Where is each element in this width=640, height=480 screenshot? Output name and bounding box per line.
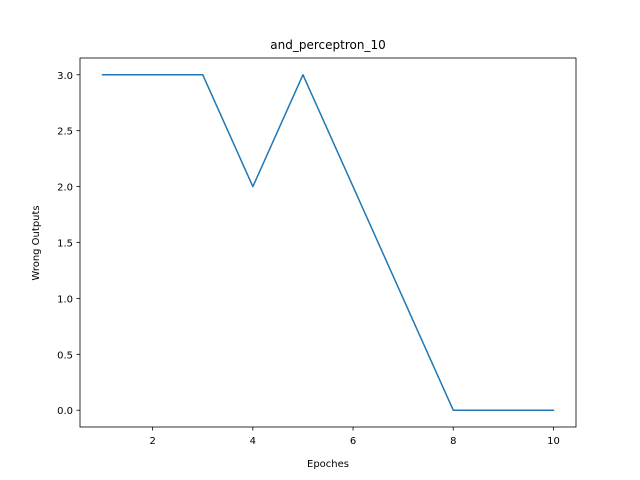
y-tick-label: 1.0 [57, 294, 73, 305]
y-axis-label: Wrong Outputs [31, 205, 42, 280]
y-tick-label: 2.0 [57, 183, 73, 194]
x-tick-label: 6 [350, 436, 356, 447]
series-line-0 [101, 74, 555, 411]
x-axis-label: Epoches [307, 459, 349, 470]
x-tick-label: 10 [547, 436, 560, 447]
chart-title: and_perceptron_10 [270, 38, 385, 52]
y-tick-label: 1.5 [57, 239, 73, 250]
x-tick-label: 2 [149, 436, 155, 447]
y-tick-label: 3.0 [57, 71, 73, 82]
x-tick-label: 8 [450, 436, 456, 447]
x-tick-label: 4 [250, 436, 256, 447]
y-tick-label: 2.5 [57, 127, 73, 138]
y-tick-label: 0.5 [57, 350, 73, 361]
plot-area: 2 4 6 8 10 0.0 0.5 1.0 1.5 2.0 2.5 3.0 [57, 57, 577, 447]
y-tick-label: 0.0 [57, 406, 73, 417]
